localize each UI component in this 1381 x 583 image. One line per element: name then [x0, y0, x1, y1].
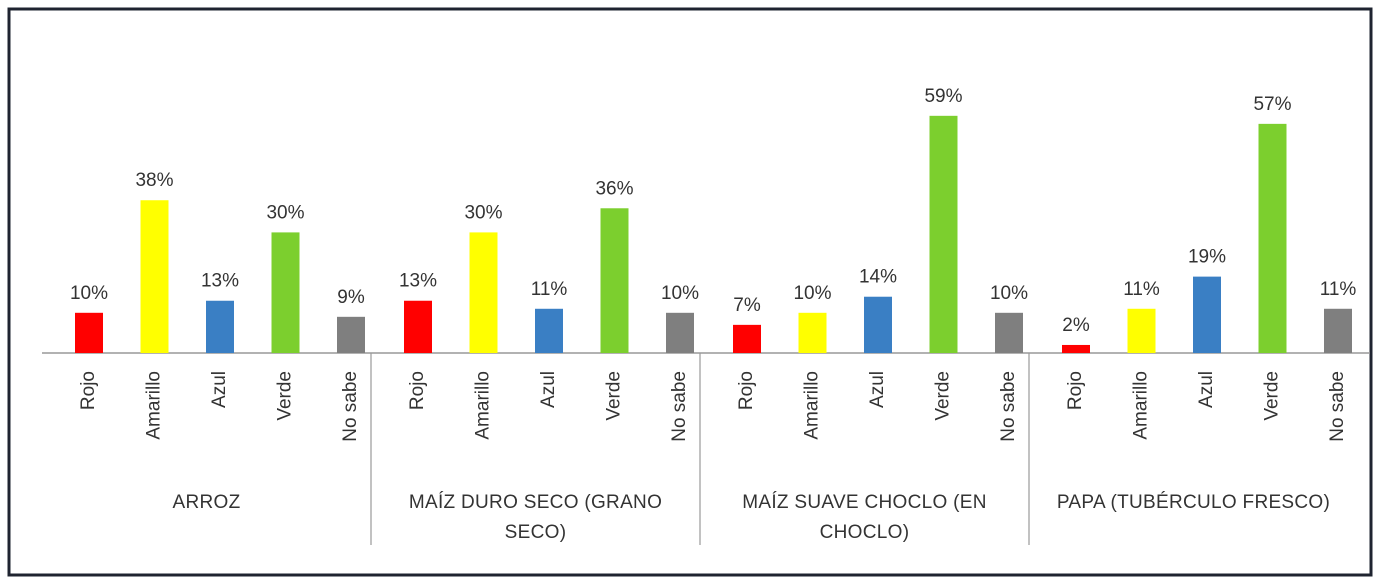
- value-label: 13%: [399, 271, 437, 292]
- category-label: Azul: [1196, 371, 1217, 408]
- bar: [1258, 123, 1287, 353]
- bar: [206, 300, 234, 353]
- bar: [1193, 276, 1221, 353]
- category-label: Azul: [538, 371, 559, 408]
- bar: [1324, 308, 1352, 353]
- bar: [140, 200, 169, 353]
- group-label: MAÍZ DURO SECO (GRANO SECO): [408, 492, 663, 543]
- group-label: PAPA (TUBÉRCULO FRESCO): [1056, 492, 1331, 513]
- value-label: 11%: [1320, 279, 1357, 300]
- category-label: Azul: [209, 371, 230, 408]
- value-label: 9%: [337, 287, 365, 308]
- value-label: 2%: [1062, 315, 1090, 336]
- category-label: No sabe: [1327, 371, 1348, 442]
- category-label: No sabe: [998, 371, 1019, 442]
- category-label: Rojo: [1065, 371, 1086, 410]
- bar: [404, 300, 432, 353]
- value-label: 13%: [201, 271, 239, 292]
- category-label: Amarillo: [144, 371, 165, 440]
- bar: [535, 308, 563, 353]
- group-label: ARROZ: [172, 492, 241, 513]
- bar: [1062, 344, 1090, 353]
- category-label: Verde: [275, 371, 296, 421]
- category-label: Amarillo: [802, 371, 823, 440]
- value-label: 10%: [793, 283, 831, 304]
- value-label: 10%: [70, 283, 108, 304]
- value-label: 10%: [990, 283, 1028, 304]
- bar: [469, 232, 498, 353]
- category-label: No sabe: [340, 371, 361, 442]
- bar: [864, 296, 892, 353]
- category-label: Verde: [1262, 371, 1283, 421]
- bar: [1127, 308, 1156, 353]
- category-label: Rojo: [407, 371, 428, 410]
- value-label: 57%: [1253, 94, 1291, 115]
- bar: [733, 324, 761, 353]
- value-label: 10%: [661, 283, 699, 304]
- bar: [798, 312, 827, 353]
- value-label: 59%: [924, 86, 962, 107]
- value-label: 11%: [531, 279, 568, 300]
- value-label: 11%: [1123, 279, 1160, 300]
- group-label: MAÍZ SUAVE CHOCLO (EN CHOCLO): [742, 492, 987, 543]
- value-label: 30%: [266, 202, 304, 223]
- category-label: Rojo: [78, 371, 99, 410]
- bar: [75, 312, 103, 353]
- value-label: 7%: [733, 295, 761, 316]
- category-label: Azul: [867, 371, 888, 408]
- value-label: 36%: [595, 178, 633, 199]
- category-label: No sabe: [669, 371, 690, 442]
- value-label: 38%: [135, 170, 173, 191]
- value-label: 19%: [1188, 247, 1226, 268]
- value-label: 14%: [859, 267, 897, 288]
- bar: [666, 312, 694, 353]
- bar: [995, 312, 1023, 353]
- value-label: 30%: [464, 202, 502, 223]
- frame: [7, 7, 1373, 577]
- bar: [929, 115, 958, 353]
- bar: [271, 232, 300, 353]
- category-label: Amarillo: [1131, 371, 1152, 440]
- category-label: Verde: [604, 371, 625, 421]
- category-label: Rojo: [736, 371, 757, 410]
- category-label: Verde: [933, 371, 954, 421]
- category-label: Amarillo: [473, 371, 494, 440]
- bar: [600, 208, 629, 353]
- bar: [337, 316, 365, 353]
